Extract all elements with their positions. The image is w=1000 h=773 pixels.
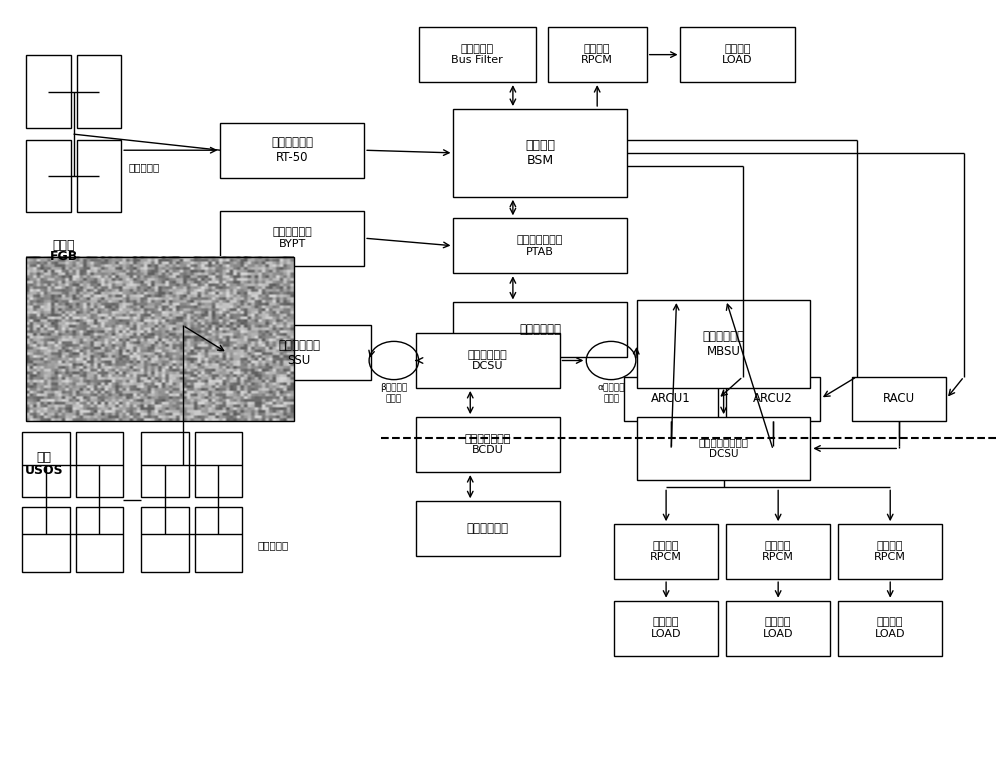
Text: 用电设备
LOAD: 用电设备 LOAD [722,44,753,66]
Bar [548,27,647,82]
Text: 用电设备
LOAD: 用电设备 LOAD [763,618,793,639]
Text: 母线切换单元
MBSU: 母线切换单元 MBSU [703,330,745,358]
Bar [614,601,718,656]
Text: 分流调节装置
SSU: 分流调节装置 SSU [278,339,320,367]
Bar [220,210,364,266]
Bar [227,325,371,380]
Bar [416,501,560,557]
Text: 充放电管理单元
PTAB: 充放电管理单元 PTAB [517,235,563,257]
Bar [26,257,294,421]
Bar [453,109,627,197]
Text: 分流调节装置
RT-50: 分流调节装置 RT-50 [271,136,313,164]
Bar [852,376,946,421]
Bar [838,601,942,656]
Bar [416,333,560,388]
Text: 开关单元
RPCM: 开关单元 RPCM [762,541,794,563]
Text: 开关单元
RPCM: 开关单元 RPCM [581,44,613,66]
Bar [637,300,810,388]
Bar [419,27,536,82]
Text: ARCU2: ARCU2 [753,392,793,405]
Text: 超级电容器
Bus Filter: 超级电容器 Bus Filter [451,44,503,66]
Bar [624,376,718,421]
Bar [141,432,189,497]
Text: RACU: RACU [883,392,915,405]
Text: 太阳电池阵: 太阳电池阵 [128,162,159,172]
Bar [614,524,718,579]
Text: α角转动控
制装置: α角转动控 制装置 [597,383,625,403]
Bar [680,27,795,82]
Bar [726,524,830,579]
Text: 母线单元
BSM: 母线单元 BSM [525,139,555,167]
Text: 开关单元
RPCM: 开关单元 RPCM [650,541,682,563]
Bar [76,506,123,571]
Text: 用电设备
LOAD: 用电设备 LOAD [651,618,681,639]
Bar [77,56,121,128]
Bar [76,432,123,497]
Text: β角转动控
制装置: β角转动控 制装置 [380,383,408,403]
Text: 镉镍蓄电池组: 镉镍蓄电池组 [519,323,561,336]
Bar [453,218,627,274]
Bar [77,139,121,212]
Text: 俄罗斯: 俄罗斯 [52,239,75,252]
Text: 氢镍蓄电池组: 氢镍蓄电池组 [467,523,509,535]
Bar [453,302,627,357]
Bar [141,506,189,571]
Bar [838,524,942,579]
Bar [195,432,242,497]
Bar [726,601,830,656]
Bar [22,506,70,571]
Text: 电源控制装置
BYPT: 电源控制装置 BYPT [272,227,312,249]
Bar [726,376,820,421]
Text: USOS: USOS [25,465,63,478]
Text: ARCU1: ARCU1 [651,392,691,405]
Bar [195,506,242,571]
Bar [637,417,810,480]
Text: 直流切换单元
DCSU: 直流切换单元 DCSU [468,349,507,371]
Text: 直流功率变换单元
DCSU: 直流功率变换单元 DCSU [699,438,749,459]
Text: 美国: 美国 [36,451,51,465]
Text: FGB: FGB [50,250,78,264]
Bar [26,139,71,212]
Bar [416,417,560,472]
Text: 用电设备
LOAD: 用电设备 LOAD [875,618,905,639]
Bar [22,432,70,497]
Text: 充放电管理单元
BCDU: 充放电管理单元 BCDU [464,434,511,455]
Bar [220,123,364,178]
Bar [26,257,294,421]
Text: 开关单元
RPCM: 开关单元 RPCM [874,541,906,563]
Text: 太阳电池阵: 太阳电池阵 [257,540,288,550]
Bar [26,56,71,128]
